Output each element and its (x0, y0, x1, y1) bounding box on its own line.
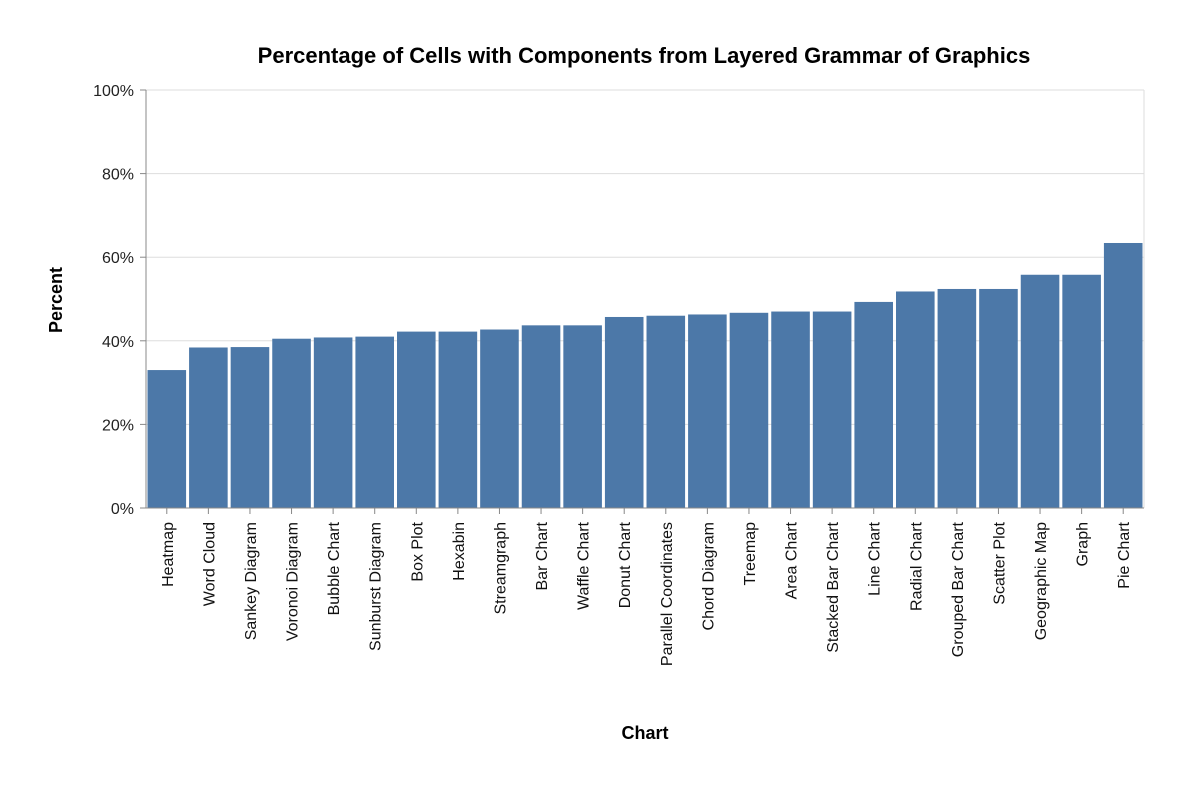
y-axis-title: Percent (46, 267, 66, 333)
x-tick-label: Line Chart (867, 521, 884, 595)
bar (771, 311, 810, 508)
y-tick-label: 20% (102, 417, 134, 434)
bar (896, 291, 935, 508)
y-tick-label: 60% (102, 250, 134, 267)
bar (272, 338, 311, 508)
bar (189, 347, 228, 508)
x-tick-label: Treemap (742, 522, 759, 586)
x-tick-label: Hexabin (451, 522, 468, 581)
x-tick-label: Radial Chart (908, 521, 925, 610)
x-tick-label: Sunburst Diagram (368, 522, 385, 651)
x-tick-label: Voronoi Diagram (285, 522, 302, 641)
bar (230, 347, 270, 508)
bar (147, 370, 187, 508)
bar (521, 325, 561, 508)
x-tick-label: Word Cloud (201, 522, 218, 606)
x-tick-label: Graph (1075, 522, 1092, 566)
x-tick-label: Bubble Chart (326, 521, 343, 615)
x-tick-label: Stacked Bar Chart (825, 521, 842, 652)
bars (147, 242, 1143, 508)
bar (563, 325, 602, 508)
axes: 0% 20% 40% 60% 80% 100% Heatmap Word Cloud Sanke… (93, 83, 1144, 666)
chart-title: Percentage of Cells with Components from… (258, 43, 1031, 68)
bar (1062, 274, 1101, 508)
x-tick-label: Heatmap (160, 522, 177, 587)
x-tick-label: Parallel Coordinates (659, 522, 676, 666)
bar (1103, 242, 1143, 508)
bar (812, 311, 852, 508)
x-tick-label: Donut Chart (617, 521, 634, 608)
bar (937, 288, 977, 508)
bar (1020, 274, 1060, 508)
x-tick-label: Area Chart (784, 521, 801, 599)
x-tick-label: Geographic Map (1033, 522, 1050, 640)
x-tick-label: Grouped Bar Chart (950, 521, 967, 657)
x-tick-label: Sankey Diagram (243, 522, 260, 640)
bar (979, 288, 1018, 508)
bar (438, 331, 478, 508)
bar (355, 336, 394, 508)
x-tick-label: Streamgraph (492, 522, 509, 615)
bar (729, 312, 769, 508)
y-tick-label: 100% (93, 83, 134, 100)
x-tick-label: Chord Diagram (700, 522, 717, 630)
x-tick-label: Scatter Plot (991, 521, 1008, 604)
x-axis-title: Chart (621, 723, 668, 743)
y-tick-label: 40% (102, 334, 134, 351)
x-tick-label: Box Plot (409, 521, 426, 581)
x-tick-label: Bar Chart (534, 521, 551, 590)
y-tick-label: 80% (102, 167, 134, 184)
bar (313, 337, 353, 508)
y-tick-label: 0% (111, 501, 134, 518)
bar (480, 329, 519, 508)
x-tick-label: Pie Chart (1116, 521, 1133, 588)
bar (854, 301, 893, 508)
bar (604, 316, 644, 508)
x-tick-label: Waffle Chart (576, 521, 593, 610)
bar (397, 331, 436, 508)
bar (646, 315, 686, 508)
bar (688, 314, 727, 508)
